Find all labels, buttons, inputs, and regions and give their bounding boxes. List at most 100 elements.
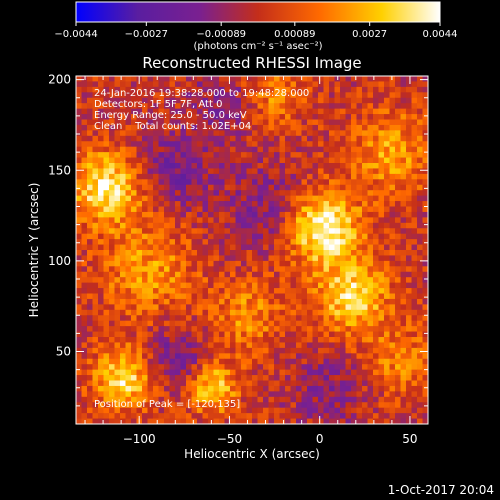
heatmap-cell [235,304,242,311]
heatmap-cell [301,152,308,158]
heatmap-cell [296,375,302,381]
heatmap-cell [345,211,352,218]
heatmap-cell [384,217,390,224]
heatmap-cell [103,250,110,256]
heatmap-cell [268,168,275,175]
heatmap-cell [285,326,291,332]
heatmap-cell [131,173,137,180]
heatmap-cell [230,86,236,93]
heatmap-cell [411,402,418,409]
heatmap-cell [147,173,154,180]
heatmap-cell [301,130,308,137]
heatmap-cell [136,304,143,311]
heatmap-cell [340,266,346,273]
heatmap-cell [241,141,247,148]
heatmap-cell [230,222,236,229]
heatmap-cell [202,298,209,305]
heatmap-cell [131,358,137,365]
heatmap-cell [235,342,242,349]
heatmap-cell [367,250,374,256]
heatmap-cell [191,86,198,93]
heatmap-cell [422,375,428,381]
heatmap-cell [274,282,280,289]
heatmap-cell [109,130,115,137]
heatmap-cell [400,217,407,224]
heatmap-cell [312,157,319,164]
heatmap-cell [120,309,126,316]
heatmap-cell [340,358,346,365]
heatmap-cell [136,288,143,294]
heatmap-cell [389,211,396,218]
heatmap-cell [136,239,143,245]
heatmap-cell [180,396,187,403]
heatmap-cell [169,402,176,409]
heatmap-cell [329,413,335,419]
heatmap-cell [230,255,236,262]
heatmap-cell [142,391,148,398]
heatmap-cell [411,190,418,197]
heatmap-cell [230,81,236,88]
heatmap-cell [395,260,401,267]
heatmap-cell [136,255,143,262]
heatmap-cell [307,309,313,316]
heatmap-cell [164,298,170,305]
heatmap-cell [158,385,165,392]
heatmap-cell [312,86,319,93]
heatmap-cell [312,163,319,169]
heatmap-cell [87,331,93,338]
heatmap-cell [356,81,363,88]
heatmap-cell [400,391,407,398]
heatmap-cell [334,152,341,158]
heatmap-cell [417,271,423,278]
heatmap-cell [329,190,335,197]
heatmap-cell [334,233,341,240]
heatmap-cell [378,266,385,273]
heatmap-cell [296,342,302,349]
heatmap-cell [81,206,88,213]
heatmap-cell [373,76,379,82]
heatmap-cell [169,298,176,305]
heatmap-cell [411,418,418,424]
heatmap-cell [197,331,203,338]
heatmap-cell [224,228,231,235]
heatmap-cell [197,157,203,164]
heatmap-cell [323,239,330,245]
heatmap-cell [92,163,99,169]
heatmap-cell [367,326,374,332]
heatmap-cell [197,326,203,332]
heatmap-cell [76,97,82,104]
y-tick-label: 50 [56,345,71,359]
heatmap-cell [208,108,214,115]
heatmap-cell [367,418,374,424]
heatmap-cell [334,407,341,414]
heatmap-cell [219,184,225,191]
heatmap-cell [125,211,132,218]
heatmap-cell [307,298,313,305]
heatmap-cell [76,255,82,262]
heatmap-cell [290,228,297,235]
heatmap-cell [158,190,165,197]
heatmap-cell [81,331,88,338]
heatmap-cell [81,320,88,327]
heatmap-cell [279,97,286,104]
heatmap-cell [142,168,148,175]
heatmap-cell [411,304,418,311]
heatmap-cell [323,358,330,365]
heatmap-cell [252,326,258,332]
heatmap-cell [224,76,231,82]
heatmap-cell [323,331,330,338]
heatmap-cell [395,211,401,218]
heatmap-cell [98,201,104,207]
heatmap-cell [301,298,308,305]
heatmap-cell [164,418,170,424]
heatmap-cell [279,195,286,202]
heatmap-cell [263,288,269,294]
heatmap-cell [334,396,341,403]
heatmap-cell [285,413,291,419]
heatmap-cell [367,222,374,229]
heatmap-cell [400,173,407,180]
heatmap-cell [147,413,154,419]
heatmap-cell [109,260,115,267]
heatmap-cell [411,260,418,267]
heatmap-cell [109,358,115,365]
